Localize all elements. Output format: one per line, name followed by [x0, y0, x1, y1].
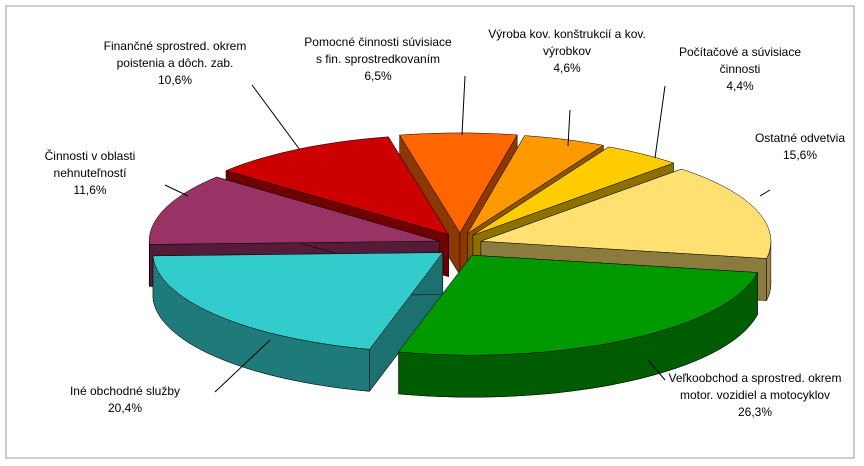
label-name: Pomocné činnosti súvisiace s fin. sprost… — [304, 35, 452, 66]
label-value: 10,6% — [157, 73, 193, 87]
slice-top — [399, 132, 518, 234]
data-label: Ostatné odvetvia 15,6% — [740, 130, 860, 164]
leader-line — [567, 109, 571, 147]
data-label: Veľkoobchod a sprostred. okrem motor. vo… — [655, 370, 855, 421]
slice — [152, 251, 444, 393]
label-value: 26,3% — [737, 405, 773, 419]
label-name: Finančné sprostred. okrem poistenia a dô… — [103, 39, 247, 70]
label-name: Výroba kov. konštrukcií a kov. výrobkov — [488, 27, 646, 58]
label-value: 4,6% — [553, 61, 581, 75]
slice-top — [152, 252, 444, 350]
leader-line — [164, 184, 189, 197]
leader-line — [759, 189, 771, 197]
leader-line — [647, 359, 666, 381]
label-value: 11,6% — [73, 183, 107, 197]
leader-line — [654, 85, 666, 159]
label-name: Ostatné odvetvia — [754, 131, 846, 145]
data-label: Pomocné činnosti súvisiace s fin. sprost… — [303, 34, 453, 85]
slice-top — [398, 254, 758, 356]
label-name: Činnosti v oblasti nehnuteľností — [44, 149, 136, 180]
leader-line — [251, 84, 301, 151]
label-name: Veľkoobchod a sprostred. okrem motor. vo… — [668, 371, 842, 402]
slice-top — [467, 135, 605, 234]
leader-line — [214, 339, 271, 393]
data-label: Iné obchodné služby 20,4% — [40, 383, 210, 417]
label-value: 6,5% — [364, 69, 392, 83]
label-name: Počítačové a súvisiace činnosti — [678, 45, 802, 76]
leader-line — [461, 75, 466, 136]
data-label: Počítačové a súvisiace činnosti 4,4% — [665, 44, 815, 95]
slice-top — [472, 146, 675, 236]
data-label: Výroba kov. konštrukcií a kov. výrobkov 4… — [482, 26, 652, 77]
data-label: Činnosti v oblasti nehnuteľností 11,6% — [10, 148, 170, 199]
slice — [398, 254, 758, 398]
slice-top — [148, 176, 440, 245]
label-value: 20,4% — [107, 401, 143, 415]
data-label: Finančné sprostred. okrem poistenia a dô… — [80, 38, 270, 89]
label-value: 4,4% — [726, 79, 754, 93]
label-value: 15,6% — [782, 148, 818, 162]
slice-top — [480, 168, 772, 259]
label-name: Iné obchodné služby — [69, 384, 181, 398]
